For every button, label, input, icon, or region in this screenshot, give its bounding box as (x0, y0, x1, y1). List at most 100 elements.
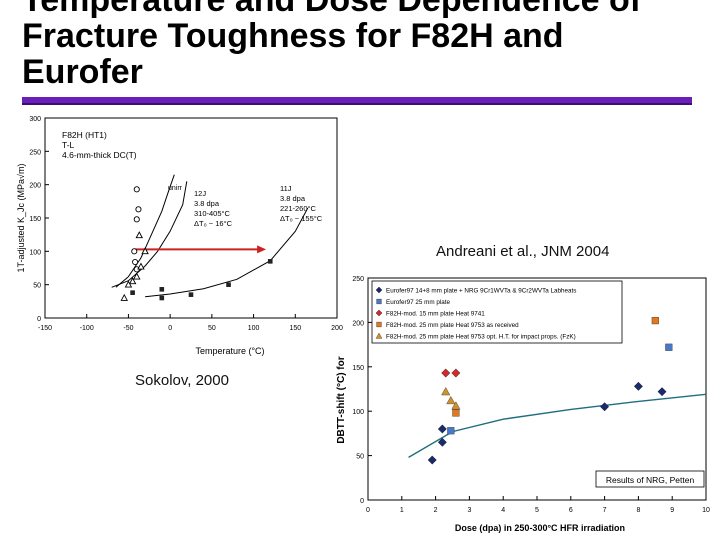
left-point-triangle (135, 231, 144, 239)
left-point-circle (131, 248, 138, 255)
left-y-tick-label: 200 (29, 183, 41, 190)
title-line: Temperature and Dose Dependence of (22, 0, 642, 19)
annot-irr2-line: 221-260°C (280, 204, 317, 213)
shift-arrow-head (257, 245, 267, 254)
right-x-tick-label: 7 (603, 507, 607, 514)
left-point-triangle (141, 247, 149, 255)
left-point-triangle (128, 277, 137, 285)
title-line: Fracture Toughness for F82H and (22, 17, 564, 55)
right-x-tick-label: 1 (400, 507, 404, 514)
right-x-tick-label: 5 (535, 507, 539, 514)
left-x-tick-label: -100 (80, 325, 94, 332)
slide-title: Temperature and Dose Dependence of Fract… (22, 0, 712, 90)
right-point-diamond (441, 368, 451, 378)
left-y-tick-label: 300 (29, 116, 41, 123)
left-y-tick-label: 50 (33, 283, 41, 290)
right-x-tick-label: 6 (569, 507, 573, 514)
annot-irr1-line: 12J (194, 189, 206, 198)
annot-orientation: T-L (62, 140, 75, 150)
right-y-tick-label: 150 (352, 365, 364, 372)
title-underline (22, 97, 692, 103)
annot-irr2-line: 11J (280, 184, 292, 193)
left-x-tick-label: 150 (289, 325, 301, 332)
annot-specimen: 4.6-mm-thick DC(T) (62, 150, 137, 160)
left-x-tick-label: 100 (248, 325, 260, 332)
right-x-tick-label: 3 (467, 507, 471, 514)
left-point-circle (133, 186, 140, 193)
right-x-tick-label: 9 (670, 507, 674, 514)
legend-marker (376, 321, 382, 328)
right-point-diamond (437, 437, 447, 447)
left-curve-11J (145, 207, 309, 298)
right-x-tick-label: 4 (501, 507, 505, 514)
legend-marker (375, 309, 383, 317)
right-y-tick-label: 250 (352, 276, 364, 283)
left-curve-unirr (115, 174, 175, 288)
left-point-square (267, 259, 273, 264)
right-y-tick-label: 100 (352, 409, 364, 416)
left-point-circle (133, 216, 140, 223)
right-x-tick-label: 2 (434, 507, 438, 514)
right-point-square (447, 427, 455, 435)
right-point-diamond (657, 387, 667, 397)
left-point-triangle (124, 280, 133, 288)
left-point-circle (135, 206, 142, 213)
trend-curve (408, 393, 707, 458)
right-point-diamond (451, 368, 461, 378)
annot-irr1-line: 3.8 dpa (194, 199, 220, 208)
right-y-tick-label: 0 (360, 498, 364, 505)
left-x-tick-label: 50 (208, 325, 216, 332)
right-point-diamond (600, 402, 610, 412)
annot-material: F82H (HT1) (62, 130, 107, 140)
left-y-tick-label: 150 (29, 216, 41, 223)
right-point-square (651, 317, 659, 325)
right-x-tick-label: 10 (702, 507, 710, 514)
left-chart: 0 50 100 150 200 250 300 -150 -100 -50 0 50 100 150 2… (16, 116, 343, 356)
left-point-triangle (133, 272, 141, 280)
legend-entry: Eurofer97 14+8 mm plate + NRG 9Cr1WVTa &… (386, 288, 576, 295)
right-y-tick-label: 200 (352, 320, 364, 327)
caption-left: Sokolov, 2000 (135, 372, 229, 389)
right-y-tick-label: 50 (356, 454, 364, 461)
annot-irr1-line: 310-405°C (194, 209, 231, 218)
legend-entry: F82H-mod. 15 mm plate Heat 9741 (386, 311, 485, 318)
left-y-tick-label: 250 (29, 149, 41, 156)
left-point-triangle (137, 262, 145, 270)
left-point-square (188, 292, 194, 297)
left-x-tick-label: -150 (38, 325, 52, 332)
left-plot-frame (44, 117, 338, 319)
left-point-square (159, 295, 165, 301)
left-x-tick-label: 200 (331, 325, 343, 332)
results-box (595, 470, 705, 488)
left-point-circle (132, 258, 139, 266)
legend-entry: Eurofer97 25 mm plate (386, 299, 451, 306)
annot-irr1-line: ΔT₀ ~ 16°C (194, 219, 233, 228)
right-point-triangle (441, 387, 451, 396)
right-x-axis-label: Dose (dpa) in 250-300°C HFR irradiation (455, 523, 625, 533)
title-line: Eurofer (22, 53, 143, 91)
right-point-triangle (446, 395, 456, 405)
results-label: Results of NRG, Petten (606, 475, 695, 485)
legend-marker (375, 286, 383, 294)
right-point-triangle (451, 401, 461, 410)
right-point-square (452, 409, 460, 417)
left-y-axis-label: 1T-adjusted K_Jc (MPa√m) (16, 164, 26, 273)
legend-marker (376, 298, 382, 305)
right-point-diamond (633, 381, 643, 391)
left-y-tick-label: 100 (29, 249, 41, 256)
left-point-square (226, 282, 231, 287)
annot-unirr: unirr (168, 185, 183, 192)
right-y-axis-label: DBTT-shift (°C) for (336, 356, 347, 443)
left-point-square (130, 290, 135, 295)
left-x-tick-label: 0 (168, 325, 172, 332)
annot-irr2-line: 3.8 dpa (280, 194, 306, 203)
left-point-triangle (120, 293, 129, 301)
caption-right: Andreani et al., JNM 2004 (436, 243, 610, 260)
left-y-tick-label: 0 (37, 316, 41, 323)
left-point-square (159, 287, 165, 292)
legend-entry: F82H-mod. 25 mm plate Heat 9753 opt. H.T… (386, 334, 576, 341)
right-legend-box (371, 280, 623, 344)
right-chart: 0 50 100 150 200 250 0 1 2 3 4 5 6 7 8 9 10 Eurofer97 1… (336, 276, 710, 533)
right-x-tick-label: 8 (636, 507, 640, 514)
